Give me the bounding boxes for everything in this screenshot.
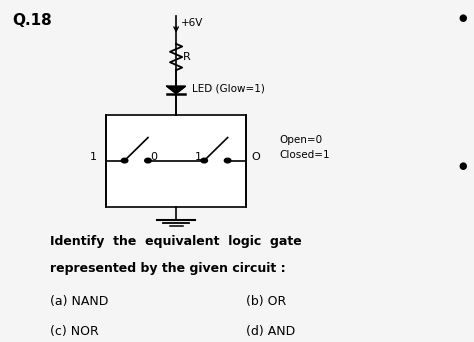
Text: Q.18: Q.18 — [12, 13, 52, 28]
Circle shape — [121, 158, 128, 163]
Text: (c) NOR: (c) NOR — [50, 325, 99, 338]
Circle shape — [201, 158, 208, 163]
Text: represented by the given circuit :: represented by the given circuit : — [50, 262, 285, 275]
Circle shape — [224, 158, 231, 163]
Text: (a) NAND: (a) NAND — [50, 295, 108, 308]
Circle shape — [145, 158, 151, 163]
Text: ●: ● — [458, 160, 466, 171]
Text: 1: 1 — [195, 152, 202, 162]
Text: (d) AND: (d) AND — [246, 325, 296, 338]
Text: LED (Glow=1): LED (Glow=1) — [192, 83, 265, 93]
Bar — [106, 115, 246, 207]
Text: 1: 1 — [90, 152, 97, 162]
Text: ●: ● — [458, 13, 466, 23]
Text: (b) OR: (b) OR — [246, 295, 287, 308]
Text: Open=0
Closed=1: Open=0 Closed=1 — [279, 135, 330, 160]
Text: Identify  the  equivalent  logic  gate: Identify the equivalent logic gate — [50, 235, 301, 248]
Text: O: O — [251, 152, 260, 162]
Text: 0: 0 — [150, 152, 157, 162]
Text: +6V: +6V — [181, 17, 203, 28]
Polygon shape — [167, 86, 185, 93]
Text: R: R — [183, 52, 191, 62]
